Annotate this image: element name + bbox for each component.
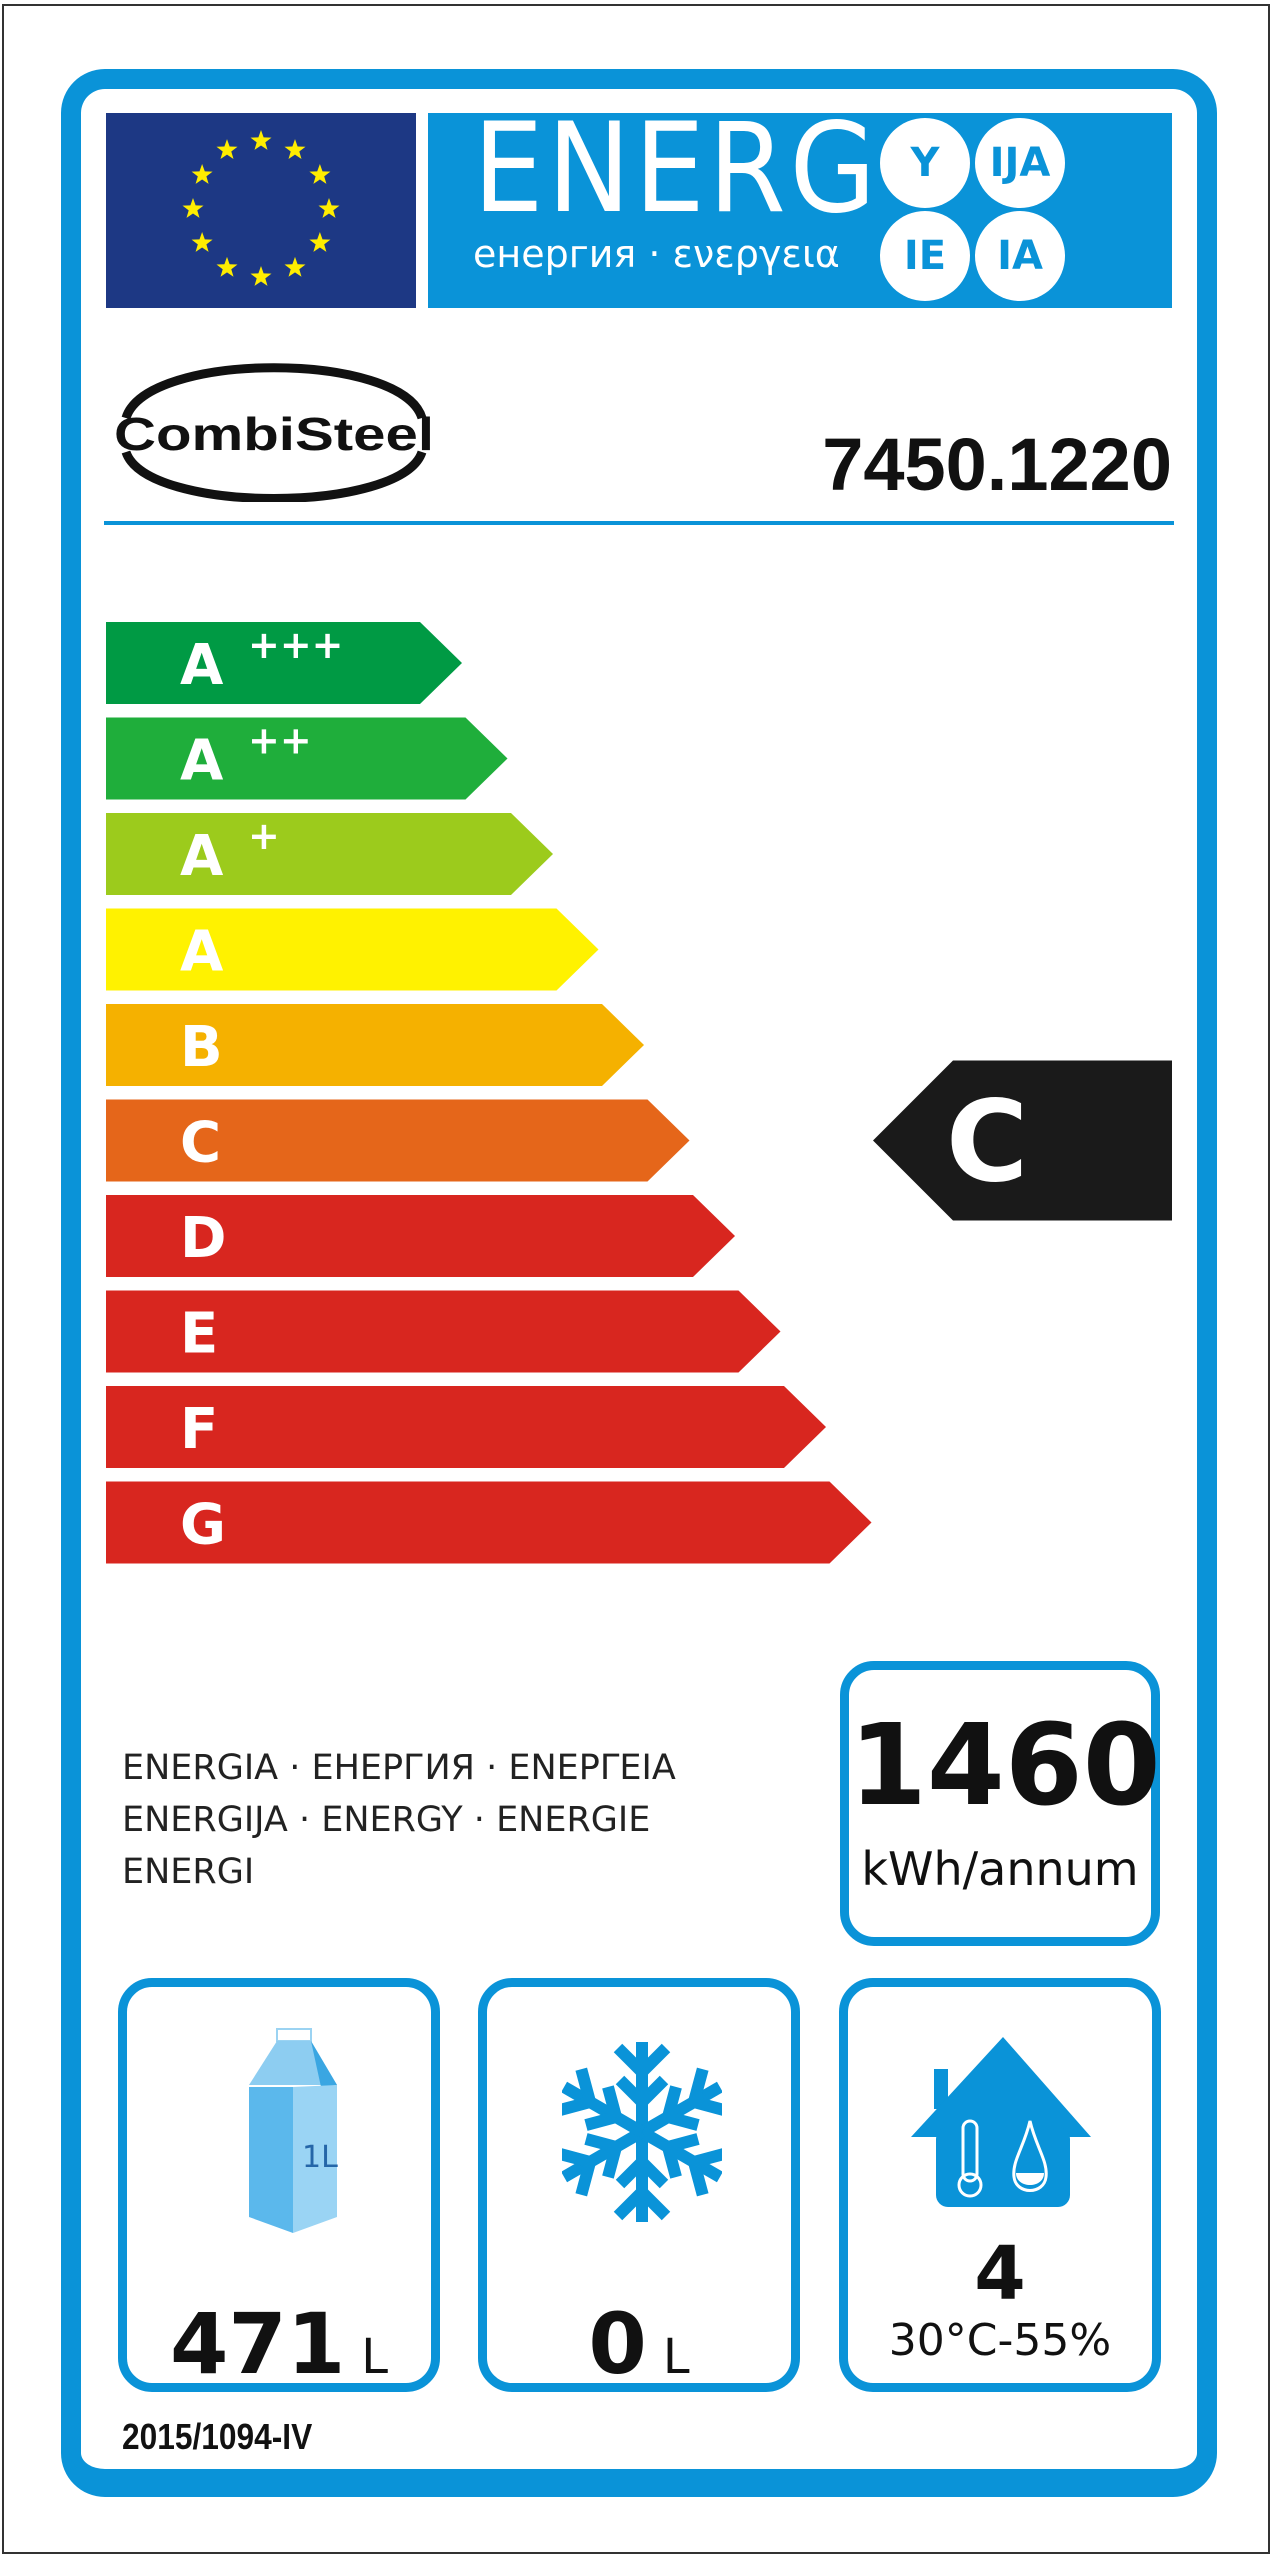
energ-subtitle: енергия · ενεργεια — [473, 232, 840, 276]
climate-class-box: 4 30°C-55% — [839, 1978, 1161, 2392]
class-bar-a: A — [106, 908, 599, 991]
class-bar-shape — [106, 813, 553, 895]
eu-star-icon — [318, 198, 340, 218]
house-climate-icon — [911, 2037, 1091, 2207]
class-bar-shape — [106, 622, 462, 704]
eu-star-icon — [309, 232, 331, 252]
climate-class: 4 — [974, 2231, 1026, 2317]
class-bar-f: F — [106, 1386, 826, 1468]
energy-words: ENERGIA · ЕНЕРГИЯ · ΕΝΕΡΓΕΙΑ ENERGIJA · … — [122, 1742, 676, 1898]
class-bar-shape — [106, 1004, 644, 1086]
eu-star-icon — [250, 266, 272, 286]
rating-arrow-shape — [873, 1060, 1172, 1221]
energ-title: ENERG — [473, 97, 880, 241]
eu-flag — [106, 113, 416, 308]
eu-star-icon — [284, 256, 306, 277]
suffix-y: Y — [880, 118, 970, 208]
eu-star-icon — [191, 232, 213, 252]
energy-value: 1460 — [849, 1701, 1161, 1831]
class-bar-g: G — [106, 1481, 872, 1564]
carton-label: 1L — [302, 2140, 338, 2175]
energy-banner: ENERG енергия · ενεργεια Y IJA IE IA — [428, 107, 1172, 308]
energy-unit: kWh/annum — [861, 1842, 1139, 1896]
suffix-ie: IE — [880, 211, 970, 301]
combisteel-logo: CombiSteel — [114, 363, 434, 502]
class-bar-ap: A + — [106, 813, 553, 895]
climate-conditions: 30°C-55% — [888, 2315, 1112, 2366]
class-bar-b: B — [106, 1004, 644, 1086]
eu-star-icon — [216, 256, 238, 277]
energy-words-line: ENERGI — [122, 1852, 255, 1892]
class-bar-c: C — [106, 1099, 690, 1182]
class-plus: ++ — [248, 719, 312, 763]
fresh-volume: 471 L — [127, 2302, 431, 2386]
energy-words-line: ENERGIJA · ENERGY · ENERGIE — [122, 1800, 651, 1840]
suffix-ia: IA — [975, 211, 1065, 301]
rating-letter: C — [946, 1078, 1028, 1208]
energy-words-line: ENERGIA · ЕНЕРГИЯ · ΕΝΕΡΓΕΙΑ — [122, 1748, 676, 1788]
label-frame — [61, 69, 1217, 2497]
fresh-volume-unit: L — [361, 2329, 389, 2385]
class-letter: E — [180, 1302, 218, 1367]
frozen-volume-value: 0 — [588, 2295, 647, 2393]
fresh-volume-value: 471 — [169, 2295, 346, 2393]
class-bar-shape — [106, 1290, 781, 1373]
class-letter: A — [180, 920, 224, 985]
class-letter: A — [180, 824, 224, 889]
class-bar-shape — [106, 717, 508, 800]
divider — [104, 521, 1174, 525]
class-bar-e: E — [106, 1290, 781, 1373]
rating-arrow: C — [873, 1060, 1172, 1221]
eu-star-icon — [250, 130, 272, 150]
model-number: 7450.1220 — [822, 423, 1172, 506]
class-plus: +++ — [248, 623, 344, 667]
class-plus: + — [248, 814, 280, 858]
milk-carton-icon: 1L — [249, 2028, 338, 2233]
class-letter: G — [180, 1493, 226, 1558]
class-bar-d: D — [106, 1195, 735, 1277]
regulation-reference: 2015/1094-IV — [122, 2416, 313, 2457]
energy-consumption-box: 1460 kWh/annum — [840, 1661, 1161, 1946]
eu-star-icon — [216, 139, 238, 159]
class-letter: D — [180, 1206, 226, 1271]
frozen-volume-unit: L — [662, 2329, 690, 2385]
class-bar-app: A ++ — [106, 717, 508, 800]
class-letter: A — [180, 729, 224, 794]
class-bar-shape — [106, 1386, 826, 1468]
eu-star-icon — [284, 139, 306, 159]
eu-star-icon — [191, 164, 213, 184]
class-bar-shape — [106, 1099, 690, 1182]
class-letter: A — [180, 633, 224, 698]
class-letter: B — [180, 1015, 223, 1080]
class-letter: F — [180, 1397, 218, 1462]
snowflake-icon — [562, 2042, 722, 2222]
page-border — [2, 4, 1270, 2554]
class-bar-appp: A +++ — [106, 622, 462, 704]
eu-star-icon — [182, 198, 204, 218]
class-bar-shape — [106, 1195, 735, 1277]
logo-text: CombiSteel — [114, 408, 434, 460]
suffix-ija: IJA — [975, 118, 1065, 208]
class-bar-shape — [106, 908, 599, 991]
class-letter: C — [180, 1111, 221, 1176]
fresh-volume-box: 1L 471 L — [118, 1978, 440, 2392]
eu-star-icon — [309, 164, 331, 184]
class-bar-shape — [106, 1481, 872, 1564]
